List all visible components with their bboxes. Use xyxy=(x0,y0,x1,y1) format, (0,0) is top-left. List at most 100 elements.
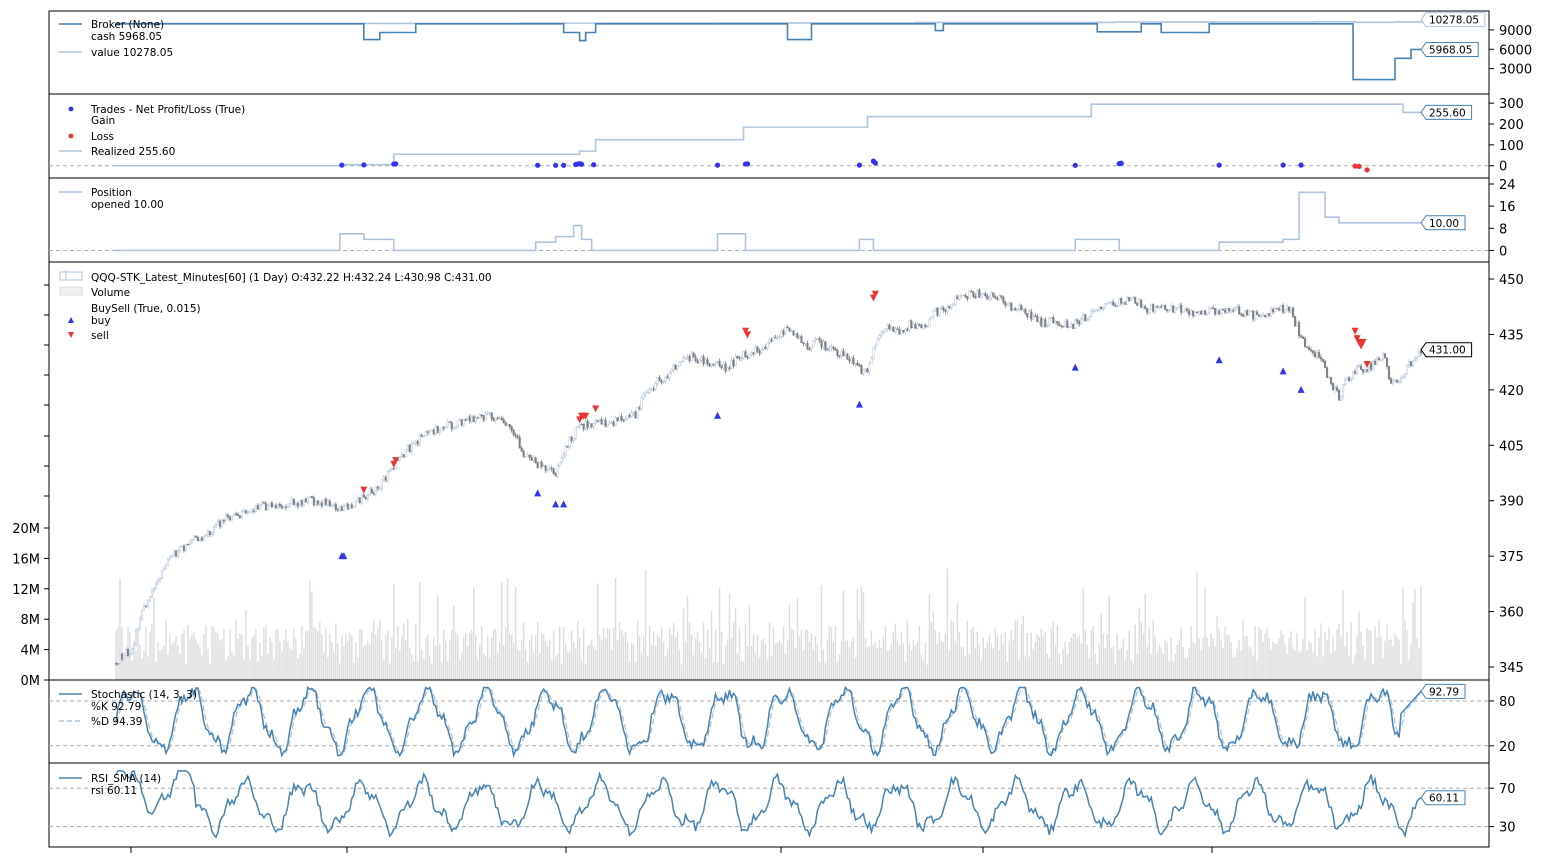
candle-body xyxy=(690,352,693,362)
candle-body xyxy=(762,346,765,350)
volume-bar xyxy=(958,632,961,680)
volume-bar xyxy=(636,621,639,680)
volume-bar xyxy=(479,644,481,680)
volume-bar xyxy=(1418,647,1420,680)
candle-body xyxy=(760,349,763,354)
candle-body xyxy=(622,419,625,422)
volume-bar xyxy=(197,643,199,680)
volume-bar xyxy=(1322,656,1324,680)
candle-body xyxy=(388,470,391,472)
volume-bar xyxy=(211,625,213,680)
candle-body xyxy=(840,350,843,357)
candle-body xyxy=(1132,296,1135,299)
trades-loss-legend: Loss xyxy=(68,131,114,143)
candle-body xyxy=(1409,361,1413,366)
volume-bar xyxy=(1140,622,1142,680)
volume-bar xyxy=(656,634,659,680)
candle-body xyxy=(332,503,335,506)
candle-body xyxy=(414,441,417,444)
buy-marker xyxy=(855,400,863,408)
volume-bar xyxy=(646,655,649,680)
volume-bar xyxy=(1018,659,1021,680)
candle-body xyxy=(318,502,321,505)
candle-body xyxy=(1306,346,1309,348)
volume-bar xyxy=(227,656,229,680)
candle-body xyxy=(854,362,857,365)
candle-body xyxy=(494,417,497,421)
candle-body xyxy=(432,429,435,435)
volume-bar xyxy=(1296,633,1298,680)
volume-bar xyxy=(918,626,921,680)
volume-bar xyxy=(1152,619,1154,680)
volume-bar xyxy=(1324,631,1326,680)
candle-body xyxy=(662,380,665,383)
candle-body xyxy=(976,289,979,298)
candle-body xyxy=(172,550,176,557)
candle-body xyxy=(864,368,867,371)
volume-bar xyxy=(1176,644,1178,680)
volume-bar xyxy=(538,652,541,680)
volume-bar xyxy=(964,655,967,680)
candle-body xyxy=(672,364,675,370)
candle-body xyxy=(584,420,587,430)
volume-bar xyxy=(910,650,913,680)
candle-body xyxy=(664,376,667,382)
volume-bar xyxy=(153,597,155,680)
volume-bar xyxy=(463,637,465,680)
candle-body xyxy=(1144,305,1147,309)
volume-bar xyxy=(650,644,653,680)
volume-bar xyxy=(920,654,923,680)
volume-bar xyxy=(936,644,939,680)
candle-body xyxy=(1136,302,1139,306)
candle-body xyxy=(314,500,317,506)
candle-body xyxy=(914,324,917,329)
volume-bar xyxy=(337,643,339,680)
volume-bar xyxy=(1232,656,1234,680)
candle-body xyxy=(1278,308,1281,311)
candle-body xyxy=(1260,315,1263,318)
candle-body xyxy=(1238,306,1241,315)
volume-bar xyxy=(165,619,167,680)
candle-body xyxy=(576,426,579,428)
volume-bar xyxy=(1124,660,1126,680)
volume-bar xyxy=(195,639,197,680)
volume-bar xyxy=(1040,628,1042,680)
volume-bar xyxy=(1210,633,1212,680)
candle-body xyxy=(428,431,431,434)
candle-body xyxy=(636,407,639,419)
volume-bar xyxy=(1136,653,1138,680)
candle-body xyxy=(1184,308,1187,312)
volume-bar xyxy=(812,649,815,680)
volume-bar xyxy=(401,635,403,680)
volume-bar xyxy=(1198,638,1200,680)
candle-body xyxy=(988,297,991,300)
candle-body xyxy=(1180,304,1183,313)
volume-bar xyxy=(1070,637,1072,680)
volume-bar xyxy=(161,648,163,680)
legend-label: BuySell (True, 0.015) xyxy=(91,303,201,315)
candles xyxy=(114,287,1423,667)
candle-body xyxy=(132,643,136,649)
volume-bar xyxy=(806,629,809,680)
candle-body xyxy=(998,295,1001,300)
candle-body xyxy=(724,363,727,372)
candle-body xyxy=(612,421,615,426)
volume-bar xyxy=(1378,619,1380,680)
candle-body xyxy=(356,497,359,502)
volume-bar xyxy=(237,638,239,680)
candle-body xyxy=(1377,358,1381,361)
volume-bar xyxy=(157,641,159,680)
volume-bar xyxy=(221,639,223,680)
volume-bar xyxy=(1312,651,1314,680)
candle-body xyxy=(1322,359,1325,362)
candle-body xyxy=(440,426,443,431)
volume-bar xyxy=(1328,627,1330,680)
volume-bar xyxy=(926,664,929,680)
volume-bar xyxy=(748,605,751,680)
price-buy-legend: buy xyxy=(68,315,111,327)
candle-body xyxy=(392,467,395,470)
candle-body xyxy=(120,654,124,660)
candle-body xyxy=(790,330,793,333)
volume-bar xyxy=(906,620,909,680)
volume-bar xyxy=(980,660,983,680)
